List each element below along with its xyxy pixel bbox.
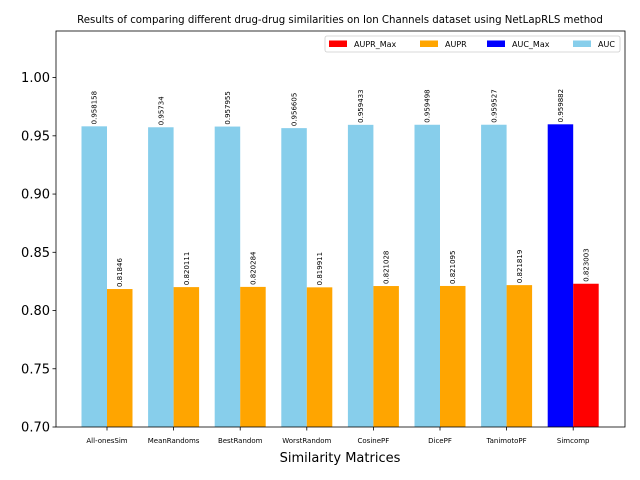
bar-auc-0: [81, 126, 107, 427]
data-label-auc-7: 0.959882: [557, 89, 565, 122]
data-label-aupr-0: 0.81846: [116, 258, 124, 287]
data-label-aupr-3: 0.819911: [316, 252, 324, 285]
data-label-auc-1: 0.95734: [157, 96, 165, 125]
bar-auc-4: [347, 124, 374, 427]
bar-auc-7: [547, 124, 574, 427]
data-label-auc-2: 0.957955: [224, 91, 232, 124]
x-tick-label-7: Simcomp: [557, 437, 590, 445]
bar-aupr-5: [440, 285, 466, 427]
y-tick-label-4: 0.90: [21, 188, 50, 203]
x-tick-label-4: CosinePF: [358, 437, 390, 445]
legend-label-3: AUC: [598, 40, 615, 49]
chart-title: Results of comparing different drug-drug…: [77, 15, 603, 26]
data-label-auc-4: 0.959433: [357, 89, 365, 122]
legend-swatch-0: [329, 40, 347, 47]
bar-auc-6: [481, 124, 507, 427]
bar-aupr-2: [240, 286, 266, 427]
bar-aupr-0: [107, 289, 133, 427]
bar-auc-5: [414, 124, 440, 427]
y-tick-label-0: 0.70: [21, 421, 50, 436]
data-label-auc-5: 0.959498: [424, 89, 432, 122]
y-tick-label-2: 0.80: [21, 304, 50, 319]
legend-label-2: AUC_Max: [512, 40, 550, 49]
data-label-aupr-7: 0.823003: [582, 248, 590, 281]
data-label-auc-6: 0.959527: [490, 89, 498, 122]
x-tick-label-0: All-onesSim: [86, 437, 127, 445]
legend-label-0: AUPR_Max: [354, 40, 397, 49]
bar-aupr-3: [306, 287, 333, 427]
bar-aupr-1: [173, 287, 200, 427]
legend-swatch-2: [487, 40, 505, 47]
data-label-aupr-5: 0.821095: [449, 251, 457, 284]
bar-auc-2: [214, 126, 241, 427]
y-tick-label-1: 0.75: [21, 362, 50, 377]
data-label-auc-3: 0.956605: [291, 93, 299, 126]
x-tick-label-6: TanimotoPF: [486, 437, 527, 445]
x-axis-label: Similarity Matrices: [280, 451, 401, 466]
x-tick-label-1: MeanRandoms: [148, 437, 200, 445]
bar-auc-3: [281, 128, 307, 427]
data-label-aupr-4: 0.821028: [383, 251, 391, 284]
legend-label-1: AUPR: [445, 40, 467, 49]
x-tick-label-3: WorstRandom: [282, 437, 331, 445]
legend-swatch-1: [420, 40, 438, 47]
bar-aupr-7: [573, 283, 599, 427]
data-label-aupr-6: 0.821819: [516, 250, 524, 283]
data-labels-group: 0.958158 0.81846 0.95734 0.820111 0.957955 0.…: [91, 89, 591, 287]
legend-box: [324, 35, 621, 53]
data-label-auc-0: 0.958158: [91, 91, 99, 124]
bars-group: [81, 124, 599, 428]
legend-swatch-3: [573, 40, 591, 47]
bar-aupr-4: [373, 286, 399, 427]
data-label-aupr-1: 0.820111: [183, 252, 191, 285]
y-tick-label-6: 1.00: [21, 71, 50, 86]
axes-frame: [55, 30, 626, 428]
x-tick-label-5: DicePF: [428, 437, 452, 445]
plot-area: All-onesSim MeanRandoms BestRandom WorstRan…: [21, 30, 626, 445]
x-tick-label-2: BestRandom: [218, 437, 263, 445]
bar-auc-1: [148, 127, 174, 428]
bar-aupr-6: [506, 285, 533, 427]
y-tick-label-3: 0.85: [21, 246, 50, 261]
data-label-aupr-2: 0.820284: [249, 251, 257, 285]
y-tick-label-5: 0.95: [21, 129, 50, 144]
legend: AUPR_Max AUPR AUC_Max AUC: [324, 35, 621, 53]
